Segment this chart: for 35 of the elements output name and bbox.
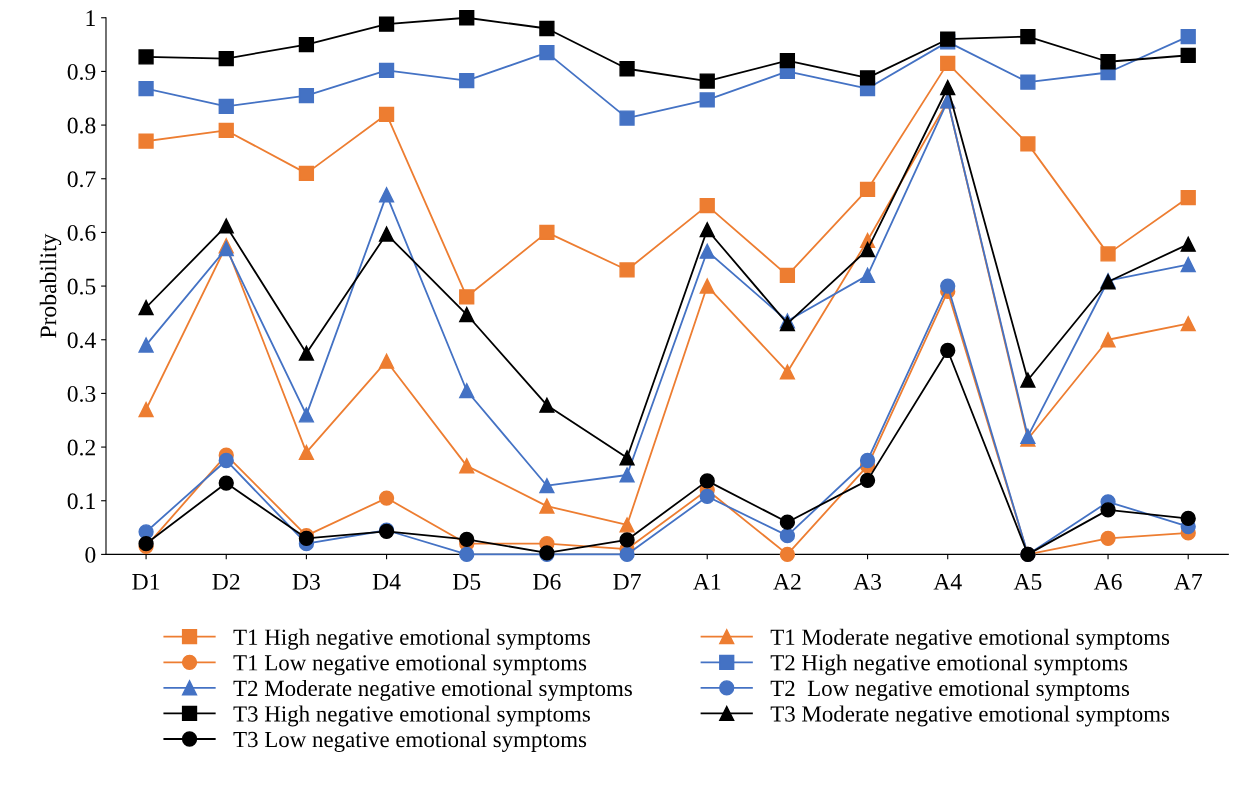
y-tick-label: 0: [85, 546, 96, 563]
x-tick-label: D5: [452, 574, 481, 590]
x-tick-label: A2: [773, 573, 801, 590]
x-tick-label: A6: [1093, 573, 1122, 590]
x-tick-label: A7: [1174, 573, 1202, 590]
legend-label: T3 High negative emotional symptoms: [233, 705, 590, 727]
legend-label: T3 Low negative emotional symptoms: [233, 731, 587, 752]
y-tick-label: 0.6: [67, 224, 96, 241]
x-tick-label: D7: [613, 574, 641, 590]
y-tick-label: 0.8: [67, 117, 96, 134]
x-tick-label: A4: [933, 573, 962, 590]
y-tick-label: 1: [86, 10, 95, 26]
x-tick-label: A5: [1013, 573, 1042, 590]
legend-label: T2 Moderate negative emotional symptoms: [233, 679, 632, 701]
y-tick-label: 0.3: [67, 385, 96, 402]
y-tick-label: 0.5: [67, 278, 96, 295]
y-axis-title: Probability: [39, 233, 62, 338]
x-tick-label: A1: [693, 573, 721, 590]
legend-label: T3 Moderate negative emotional symptoms: [770, 705, 1170, 727]
x-tick-label: D4: [372, 574, 401, 590]
y-tick-label: 0.4: [67, 332, 96, 349]
x-tick-label: D1: [132, 573, 160, 590]
y-tick-label: 0.9: [67, 63, 96, 80]
legend-label: T1 Low negative emotional symptoms: [233, 654, 587, 676]
x-tick-label: D6: [533, 573, 561, 590]
y-tick-label: 0.7: [67, 171, 96, 188]
legend-label: T1 High negative emotional symptoms: [233, 628, 590, 650]
legend-label: T2 Low negative emotional symptoms: [770, 679, 1130, 701]
y-tick-label: 0.1: [67, 493, 95, 510]
legend-label: T2 High negative emotional symptoms: [770, 654, 1128, 676]
y-tick-label: 0.2: [67, 439, 95, 456]
x-tick-label: D2: [212, 573, 240, 590]
legend-label: T1 Moderate negative emotional symptoms: [770, 628, 1170, 650]
x-tick-label: D3: [292, 573, 320, 590]
x-tick-label: A3: [853, 573, 882, 590]
